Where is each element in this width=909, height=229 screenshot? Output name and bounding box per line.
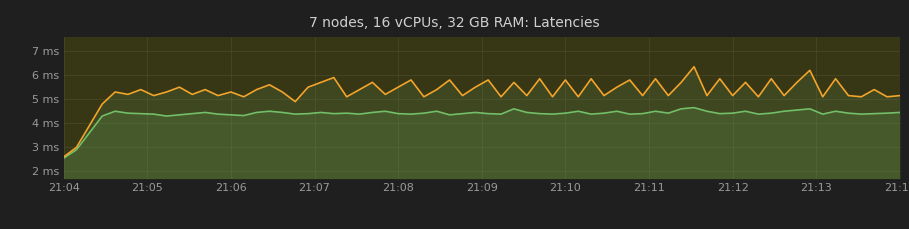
Text: 7 nodes, 16 vCPUs, 32 GB RAM: Latencies: 7 nodes, 16 vCPUs, 32 GB RAM: Latencies bbox=[309, 16, 600, 30]
